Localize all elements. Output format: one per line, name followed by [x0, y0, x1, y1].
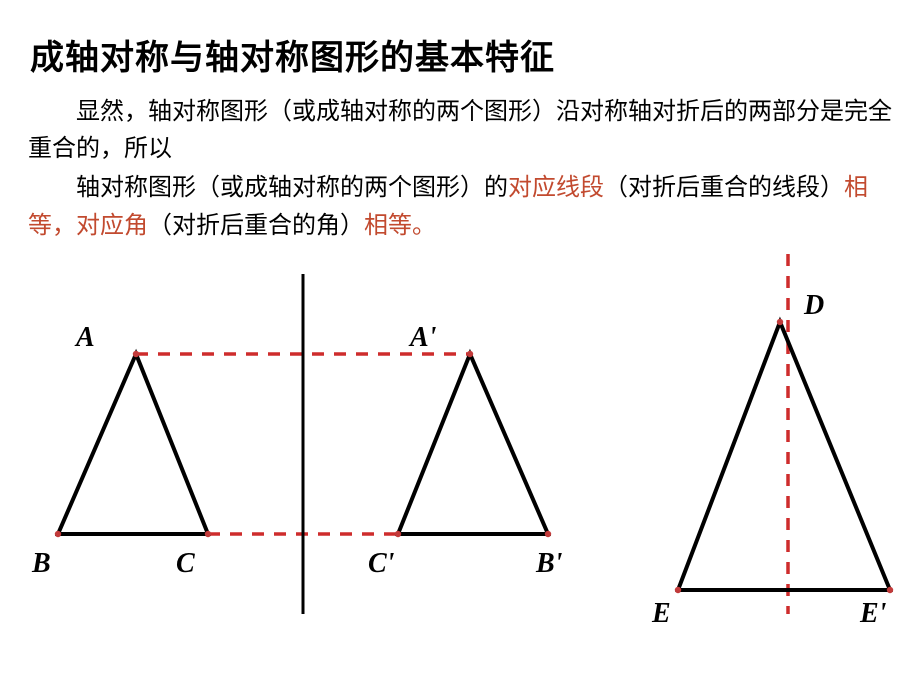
- point-cp: [395, 531, 401, 537]
- p2-highlight-1: 对应线段: [508, 174, 604, 201]
- label-ep: E': [859, 598, 887, 629]
- label-a: A: [74, 322, 95, 353]
- point-a: [133, 351, 139, 357]
- point-d: [777, 319, 783, 325]
- point-ep: [887, 587, 893, 593]
- label-d: D: [803, 290, 824, 321]
- triangle-apbpcp: [398, 354, 548, 534]
- point-ap: [467, 351, 473, 357]
- paragraph-2: 轴对称图形（或成轴对称的两个图形）的对应线段（对折后重合的线段）相等，对应角（对…: [28, 169, 892, 243]
- triangle-abc: [58, 354, 208, 534]
- label-e: E: [651, 598, 671, 629]
- p2-seg-e: （对折后重合的角）: [148, 212, 364, 239]
- paragraph-1: 显然，轴对称图形（或成轴对称的两个图形）沿对称轴对折后的两部分是完全重合的，所以: [28, 93, 892, 167]
- label-c: C: [176, 548, 195, 579]
- point-b: [55, 531, 61, 537]
- label-ap: A': [408, 322, 437, 353]
- diagram-area: A A' B C C' B' D E E': [28, 254, 892, 654]
- point-e: [675, 587, 681, 593]
- label-bp: B': [535, 548, 563, 579]
- p2-seg-c: （对折后重合的线段）: [604, 174, 844, 201]
- triangle-dee: [678, 322, 890, 590]
- point-bp: [545, 531, 551, 537]
- page-title: 成轴对称与轴对称图形的基本特征: [30, 30, 892, 79]
- slide: 成轴对称与轴对称图形的基本特征 显然，轴对称图形（或成轴对称的两个图形）沿对称轴…: [0, 0, 920, 690]
- label-b: B: [31, 548, 51, 579]
- p2-seg-a: 轴对称图形（或成轴对称的两个图形）的: [76, 174, 508, 201]
- p2-highlight-3: 相等。: [364, 212, 436, 239]
- label-cp: C': [368, 548, 395, 579]
- point-c: [205, 531, 211, 537]
- diagram-svg: A A' B C C' B' D E E': [28, 254, 918, 634]
